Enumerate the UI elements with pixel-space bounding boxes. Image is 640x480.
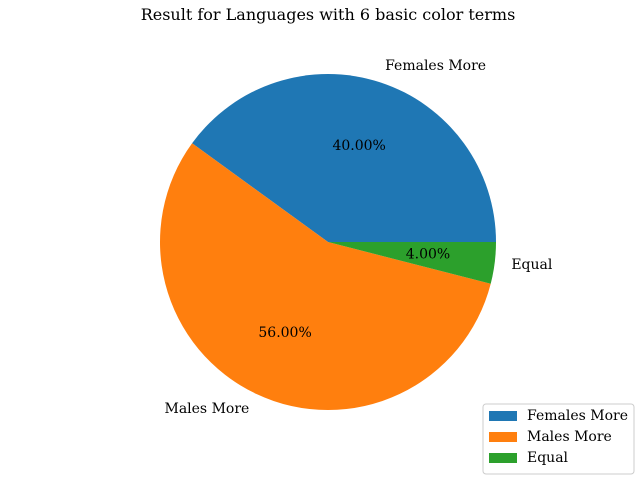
legend-swatch-females-more: [489, 411, 517, 421]
slice-label-females-more: Females More: [385, 58, 486, 74]
slice-label-males-more: Males More: [164, 401, 249, 417]
pie-slice-males-more: [160, 143, 491, 410]
legend-label-equal: Equal: [527, 450, 569, 466]
pie-slices: [160, 74, 496, 410]
pie-slice-equal: [328, 242, 496, 284]
percent-label-males-more: 56.00%: [258, 325, 311, 341]
legend-swatch-males-more: [489, 432, 517, 442]
pie-slice-females-more: [192, 74, 496, 243]
legend-frame: [482, 403, 635, 475]
percent-label-equal: 4.00%: [406, 247, 450, 263]
percent-label-females-more: 40.00%: [332, 138, 385, 154]
legend-label-males-more: Males More: [527, 429, 612, 445]
legend: Females More Males More Equal: [482, 403, 635, 475]
legend-swatch-equal: [489, 453, 517, 463]
slice-label-equal: Equal: [511, 257, 553, 273]
legend-label-females-more: Females More: [527, 408, 628, 424]
chart-title: Result for Languages with 6 basic color …: [141, 5, 516, 24]
pie-labels: Females More 40.00% Males More 56.00% Equal 4…: [164, 58, 552, 417]
